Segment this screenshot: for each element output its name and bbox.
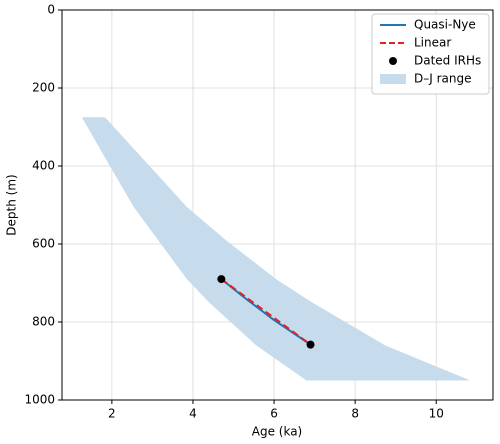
- x-axis-label: Age (ka): [252, 425, 302, 439]
- x-tick-label: 8: [351, 407, 359, 421]
- plot-frame: [61, 9, 494, 401]
- y-tick-label: 1000: [24, 393, 55, 407]
- legend-swatch: [380, 74, 406, 84]
- x-tick-label: 4: [189, 407, 197, 421]
- x-tick-label: 2: [108, 407, 116, 421]
- legend-swatch: [389, 57, 397, 65]
- y-tick-label: 600: [32, 237, 55, 251]
- line: [220, 278, 312, 346]
- y-tick-label: 200: [32, 81, 55, 95]
- legend-label: D–J range: [414, 72, 472, 86]
- point: [306, 340, 315, 349]
- legend-label: Linear: [414, 36, 451, 50]
- y-tick-label: 0: [47, 3, 55, 17]
- x-tick-label: 10: [429, 407, 444, 421]
- point: [217, 275, 226, 284]
- range-band: [81, 117, 471, 381]
- y-axis-label: Depth (m): [5, 174, 19, 235]
- y-tick-label: 800: [32, 315, 55, 329]
- legend-label: Dated IRHs: [414, 54, 481, 68]
- x-tick-label: 6: [270, 407, 278, 421]
- y-tick-label: 400: [32, 159, 55, 173]
- legend-label: Quasi-Nye: [414, 18, 476, 32]
